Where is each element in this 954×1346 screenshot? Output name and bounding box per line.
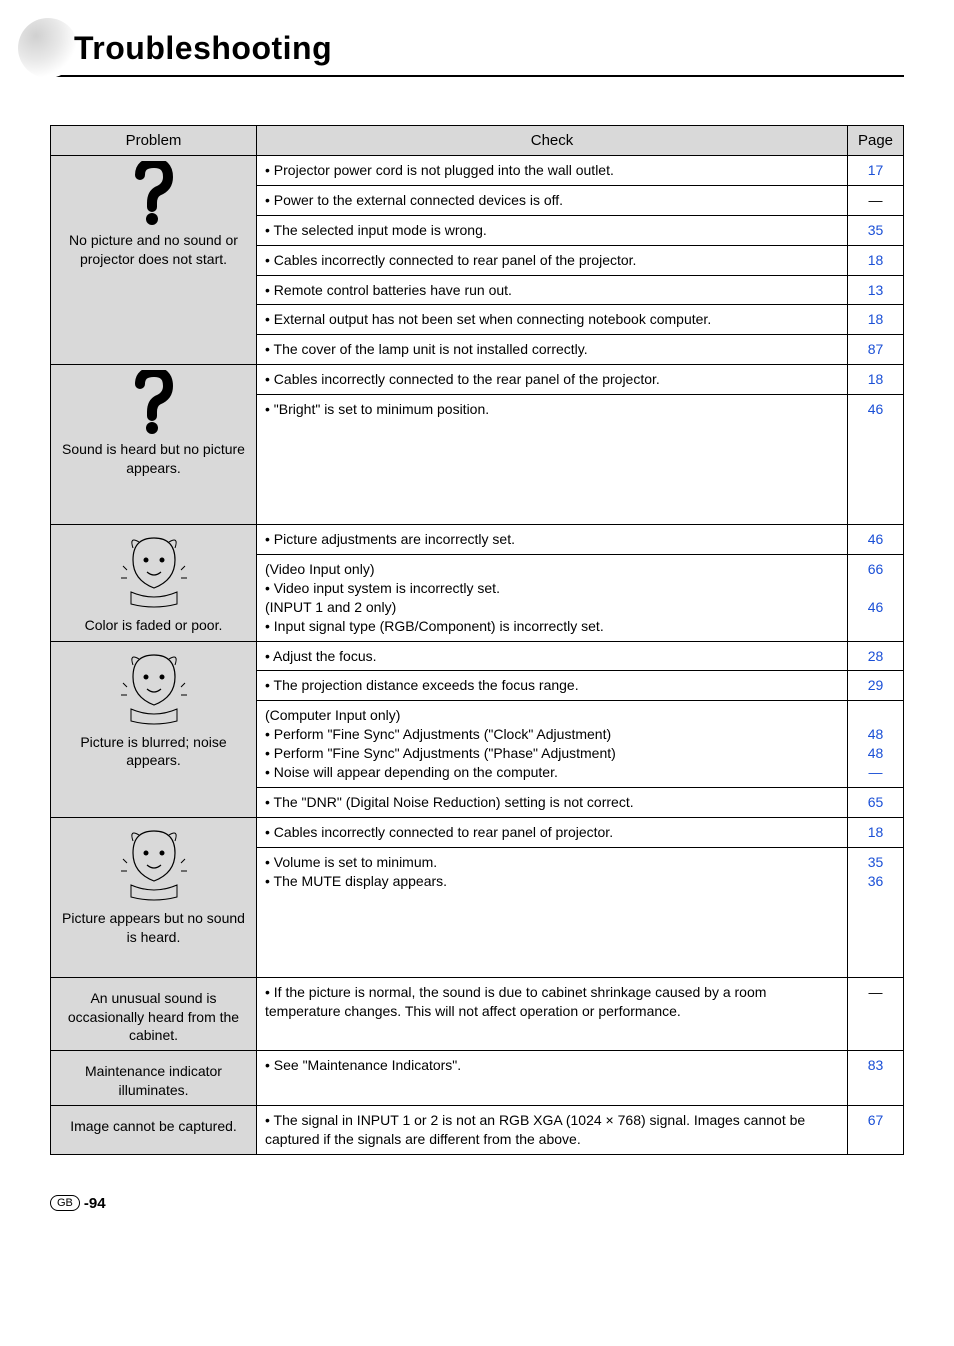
- check-cell: • External output has not been set when …: [257, 305, 848, 335]
- page-ref[interactable]: 18: [848, 365, 904, 395]
- check-cell: • The selected input mode is wrong.: [257, 215, 848, 245]
- check-cell: • The cover of the lamp unit is not inst…: [257, 335, 848, 365]
- page-ref[interactable]: 65: [848, 787, 904, 817]
- page-ref[interactable]: 46: [848, 395, 904, 525]
- page-ref[interactable]: 66 46: [848, 555, 904, 642]
- page-ref[interactable]: 35: [848, 215, 904, 245]
- problem-label: Sound is heard but no picture appears.: [59, 440, 248, 478]
- header-page: Page: [848, 126, 904, 156]
- check-cell: (Video Input only) • Video input system …: [257, 555, 848, 642]
- troubleshooting-table: Problem Check Page No picture and no sou…: [50, 125, 904, 1155]
- page-ref[interactable]: 17: [848, 156, 904, 186]
- check-cell: • The "DNR" (Digital Noise Reduction) se…: [257, 787, 848, 817]
- page-ref[interactable]: 46: [848, 525, 904, 555]
- corner-decoration: [18, 18, 78, 78]
- check-cell: • Remote control batteries have run out.: [257, 275, 848, 305]
- page-ref[interactable]: 18: [848, 817, 904, 847]
- check-cell: (Computer Input only) • Perform "Fine Sy…: [257, 701, 848, 788]
- page-ref[interactable]: 87: [848, 335, 904, 365]
- header-problem: Problem: [51, 126, 257, 156]
- check-cell: • Volume is set to minimum. • The MUTE d…: [257, 847, 848, 977]
- header-check: Check: [257, 126, 848, 156]
- problem-label: Color is faded or poor.: [59, 616, 248, 635]
- page-ref[interactable]: 29: [848, 671, 904, 701]
- problem-cell: Sound is heard but no picture appears.: [51, 365, 257, 525]
- check-cell: • Power to the external connected device…: [257, 185, 848, 215]
- check-cell: • Adjust the focus.: [257, 641, 848, 671]
- check-cell: • Picture adjustments are incorrectly se…: [257, 525, 848, 555]
- page-ref[interactable]: 13: [848, 275, 904, 305]
- problem-label: Picture appears but no sound is heard.: [59, 909, 248, 947]
- question-icon: [59, 370, 248, 434]
- title-rule: [50, 75, 904, 77]
- check-cell: • Cables incorrectly connected to the re…: [257, 365, 848, 395]
- check-cell: • "Bright" is set to minimum position.: [257, 395, 848, 525]
- page-ref[interactable]: 35 36: [848, 847, 904, 977]
- question-icon: [59, 161, 248, 225]
- page-ref: —: [848, 977, 904, 1051]
- page-title: Troubleshooting: [74, 30, 904, 67]
- check-cell: • The signal in INPUT 1 or 2 is not an R…: [257, 1106, 848, 1155]
- page-ref: —: [848, 185, 904, 215]
- problem-cell: An unusual sound is occasionally heard f…: [51, 977, 257, 1051]
- page-ref[interactable]: 18: [848, 245, 904, 275]
- check-cell: • Cables incorrectly connected to rear p…: [257, 817, 848, 847]
- problem-label: Maintenance indicator illuminates.: [59, 1062, 248, 1100]
- page-footer: GB -94: [50, 1195, 904, 1212]
- problem-cell: Image cannot be captured.: [51, 1106, 257, 1155]
- check-cell: • If the picture is normal, the sound is…: [257, 977, 848, 1051]
- face2-icon: [59, 647, 248, 727]
- page-ref[interactable]: 67: [848, 1106, 904, 1155]
- problem-label: No picture and no sound or projector doe…: [59, 231, 248, 269]
- footer-page-number: -94: [84, 1195, 106, 1212]
- check-cell: • The projection distance exceeds the fo…: [257, 671, 848, 701]
- page-ref[interactable]: 83: [848, 1051, 904, 1106]
- check-cell: • See "Maintenance Indicators".: [257, 1051, 848, 1106]
- problem-label: Picture is blurred; noise appears.: [59, 733, 248, 771]
- page-ref[interactable]: 18: [848, 305, 904, 335]
- check-cell: • Projector power cord is not plugged in…: [257, 156, 848, 186]
- problem-cell: Picture is blurred; noise appears.: [51, 641, 257, 817]
- problem-cell: No picture and no sound or projector doe…: [51, 156, 257, 365]
- face3-icon: [59, 823, 248, 903]
- check-cell: • Cables incorrectly connected to rear p…: [257, 245, 848, 275]
- page-ref[interactable]: 28: [848, 641, 904, 671]
- problem-cell: Color is faded or poor.: [51, 525, 257, 641]
- page-ref[interactable]: 48 48 —: [848, 701, 904, 788]
- problem-cell: Maintenance indicator illuminates.: [51, 1051, 257, 1106]
- footer-gb: GB: [50, 1195, 80, 1211]
- problem-label: Image cannot be captured.: [59, 1117, 248, 1136]
- face1-icon: [59, 530, 248, 610]
- problem-label: An unusual sound is occasionally heard f…: [59, 989, 248, 1046]
- problem-cell: Picture appears but no sound is heard.: [51, 817, 257, 977]
